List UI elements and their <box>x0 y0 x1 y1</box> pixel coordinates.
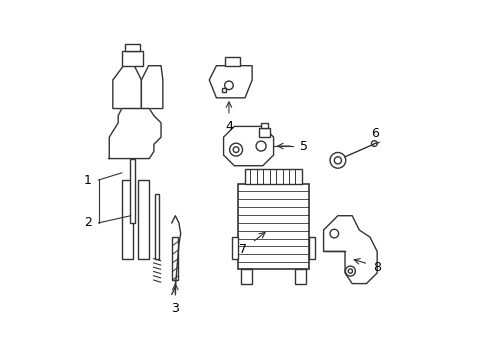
Polygon shape <box>323 216 377 284</box>
Bar <box>122 51 143 66</box>
Bar <box>261 123 268 128</box>
Polygon shape <box>142 66 163 109</box>
Bar <box>155 194 159 258</box>
Bar <box>232 237 238 258</box>
Text: 6: 6 <box>371 127 379 140</box>
Bar <box>172 237 178 280</box>
Bar <box>309 237 315 258</box>
Text: 3: 3 <box>172 302 179 315</box>
Text: 8: 8 <box>373 261 381 274</box>
Text: 5: 5 <box>300 140 308 153</box>
Bar <box>130 158 135 223</box>
Bar <box>138 180 149 258</box>
Bar <box>259 128 270 137</box>
Bar <box>242 269 252 284</box>
Text: 4: 4 <box>225 120 233 133</box>
Polygon shape <box>113 66 142 109</box>
Bar <box>225 57 240 66</box>
Polygon shape <box>223 126 273 166</box>
Bar <box>122 180 133 258</box>
Polygon shape <box>109 109 161 158</box>
Text: 2: 2 <box>84 216 92 229</box>
Bar <box>125 44 140 51</box>
Text: 7: 7 <box>239 243 247 256</box>
Bar <box>222 88 226 93</box>
Polygon shape <box>209 66 252 98</box>
Bar <box>238 184 309 269</box>
Text: 1: 1 <box>84 174 92 186</box>
Bar <box>295 269 306 284</box>
Bar <box>245 169 302 184</box>
